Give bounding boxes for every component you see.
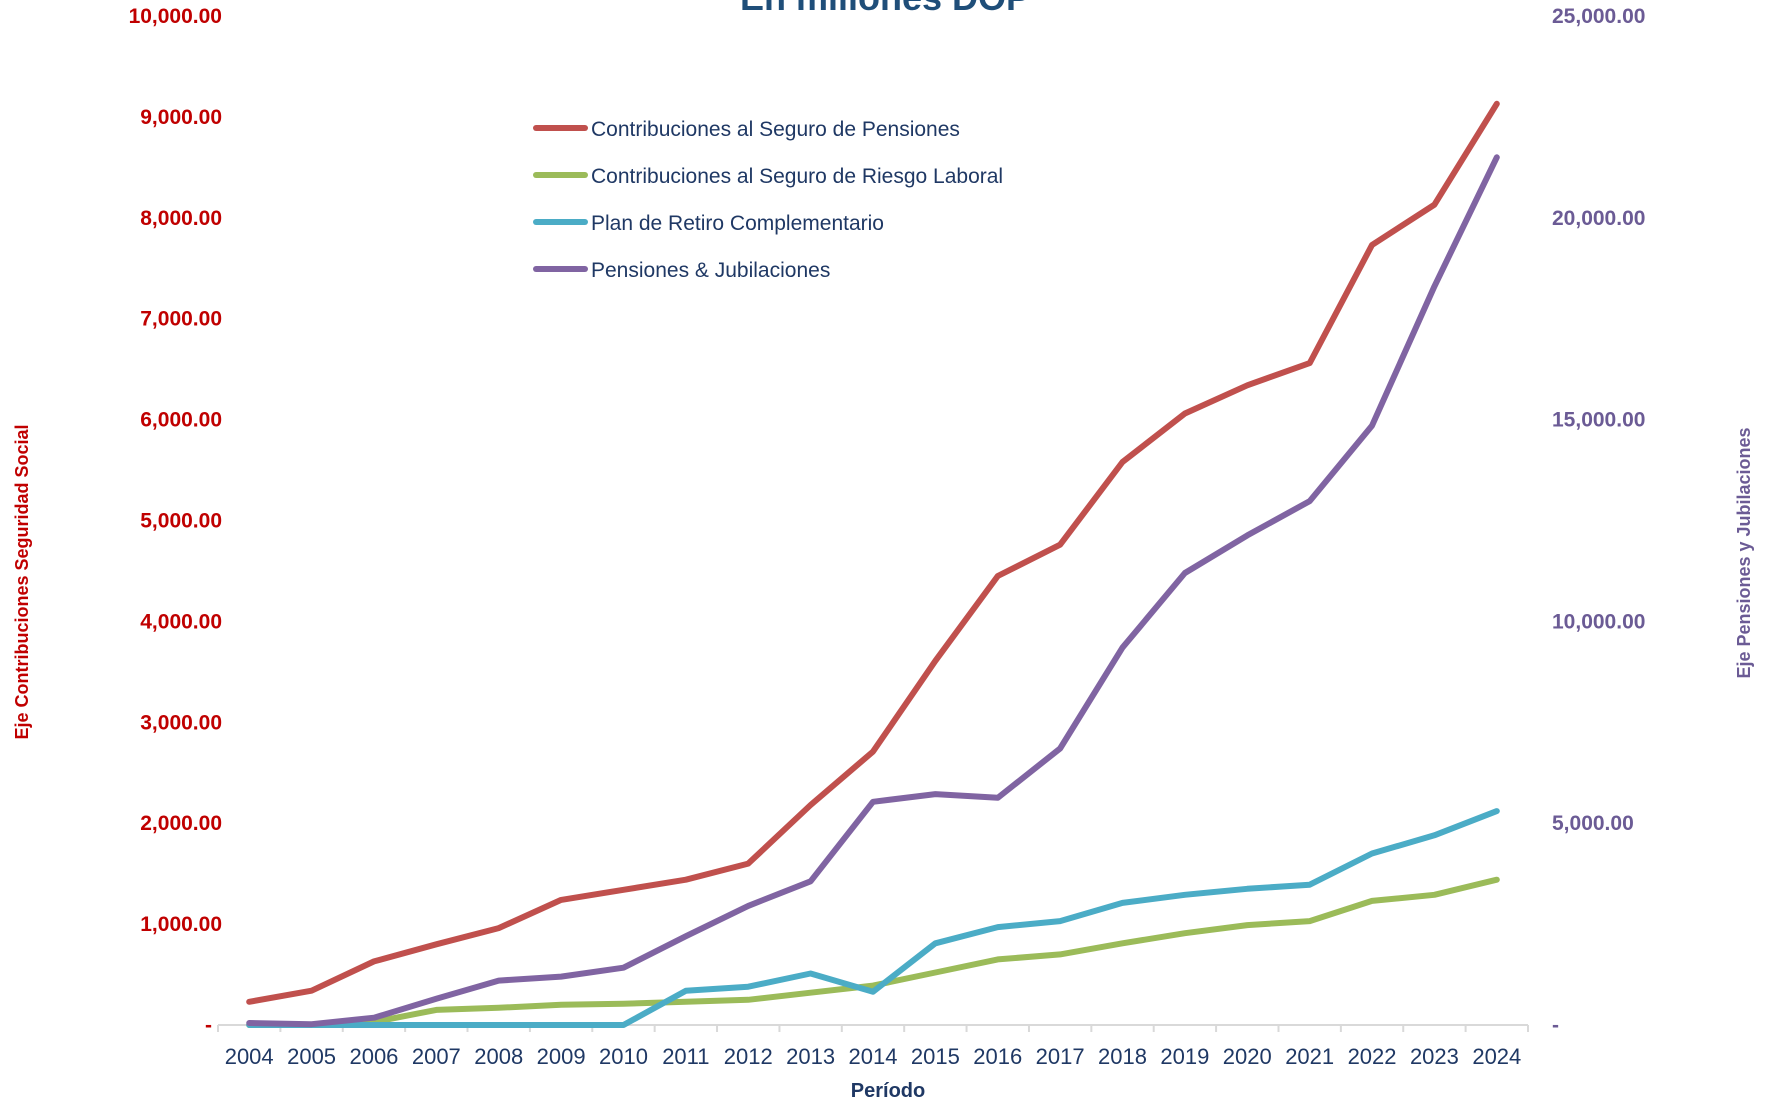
- y-left-tick-label: 1,000.00: [140, 913, 222, 936]
- x-tick-label: 2015: [911, 1044, 960, 1069]
- series-line-1: [246, 100, 1500, 1005]
- chart-title: En millones DOP: [740, 0, 1030, 18]
- y-right-tick-label: 5,000.00: [1552, 812, 1634, 835]
- y-right-tick-label: 20,000.00: [1552, 207, 1645, 230]
- y-axis-right-label: Eje Pensiones y Jubilaciones: [1734, 427, 1754, 678]
- x-tick-label: 2020: [1223, 1044, 1272, 1069]
- y-left-tick-label: 9,000.00: [140, 106, 222, 129]
- x-tick-label: 2023: [1410, 1044, 1459, 1069]
- x-tick-label: 2010: [599, 1044, 648, 1069]
- x-axis-label: Período: [851, 1080, 925, 1102]
- x-tick-label: 2005: [287, 1044, 336, 1069]
- y-right-tick-labels: - 5,000.00 10,000.00 15,000.00 20,000.00 25,0…: [1552, 5, 1645, 1037]
- series-line-2: [246, 876, 1500, 1028]
- x-tick-label: 2013: [786, 1044, 835, 1069]
- x-tick-label: 2008: [474, 1044, 523, 1069]
- y-right-tick-label: 10,000.00: [1552, 610, 1645, 633]
- y-left-tick-label: 3,000.00: [140, 711, 222, 734]
- legend-label: Pensiones & Jubilaciones: [591, 259, 830, 282]
- x-tick-label: 2006: [349, 1044, 398, 1069]
- legend-label: Contribuciones al Seguro de Riesgo Labor…: [591, 165, 1003, 188]
- x-tick-label: 2024: [1472, 1044, 1521, 1069]
- legend: Contribuciones al Seguro de Pensiones Con…: [533, 118, 1003, 282]
- y-left-tick-label: 8,000.00: [140, 207, 222, 230]
- x-tick-label: 2021: [1285, 1044, 1334, 1069]
- y-left-tick-label: -: [205, 1014, 212, 1037]
- x-tick-label: 2009: [537, 1044, 586, 1069]
- series-lines: [246, 100, 1500, 1028]
- legend-label: Plan de Retiro Complementario: [591, 212, 884, 235]
- y-axis-left-label: Eje Contribuciones Seguridad Social: [12, 424, 32, 739]
- x-tick-label: 2011: [662, 1044, 709, 1069]
- legend-label: Contribuciones al Seguro de Pensiones: [591, 118, 960, 141]
- x-tick-label: 2022: [1348, 1044, 1397, 1069]
- y-right-tick-label: 25,000.00: [1552, 5, 1645, 28]
- x-tick-label: 2016: [973, 1044, 1022, 1069]
- x-tick-label: 2018: [1098, 1044, 1147, 1069]
- x-tick-label: 2019: [1160, 1044, 1209, 1069]
- y-right-tick-label: 15,000.00: [1552, 409, 1645, 432]
- x-tick-label: 2017: [1036, 1044, 1085, 1069]
- y-left-tick-label: 7,000.00: [140, 308, 222, 331]
- y-right-tick-label: -: [1552, 1014, 1559, 1037]
- y-left-tick-label: 4,000.00: [140, 610, 222, 633]
- y-left-tick-label: 5,000.00: [140, 510, 222, 533]
- y-left-tick-label: 10,000.00: [129, 5, 222, 28]
- x-tick-labels: 2004 2005 2006 2007 2008 2009 2010 2011 2012 2013…: [225, 1044, 1522, 1069]
- y-left-tick-labels: - 1,000.00 2,000.00 3,000.00 4,000.00 5,000.0…: [129, 5, 222, 1037]
- series-line-4: [246, 154, 1500, 1028]
- x-tick-label: 2014: [849, 1044, 898, 1069]
- series-line-3: [246, 808, 1500, 1028]
- x-tick-label: 2012: [724, 1044, 773, 1069]
- x-tick-label: 2004: [225, 1044, 274, 1069]
- y-left-tick-label: 2,000.00: [140, 812, 222, 835]
- x-tick-label: 2007: [412, 1044, 461, 1069]
- y-left-tick-label: 6,000.00: [140, 409, 222, 432]
